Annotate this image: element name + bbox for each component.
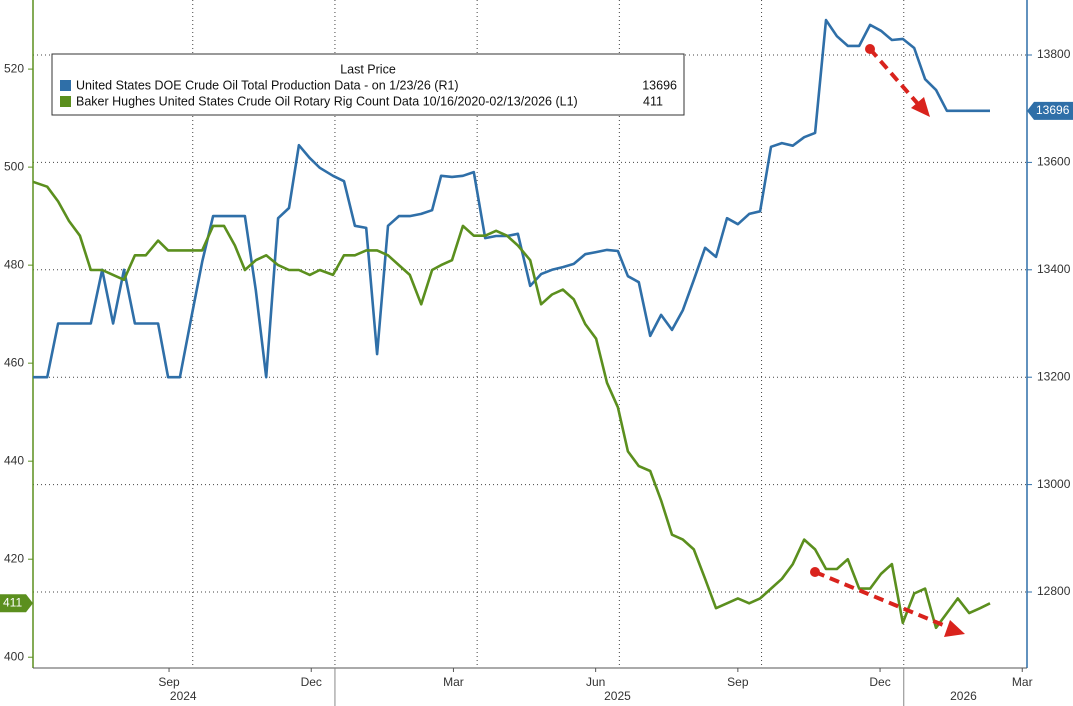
x-tick-label: Sep (158, 675, 180, 689)
last-value-label: 13696 (1036, 103, 1070, 117)
y2-tick-label: 13800 (1037, 47, 1071, 61)
legend-entry: United States DOE Crude Oil Total Produc… (76, 78, 459, 92)
x-year-label: 2024 (170, 689, 197, 703)
last-value-badge (0, 594, 33, 613)
legend-entry: Baker Hughes United States Crude Oil Rot… (76, 94, 578, 108)
legend-value: 13696 (642, 78, 677, 92)
x-year-label: 2026 (950, 689, 977, 703)
x-tick-label: Mar (1012, 675, 1033, 689)
x-tick-label: Dec (301, 675, 322, 689)
y-tick-label: 500 (4, 159, 24, 173)
legend: Last Price United States DOE Crude Oil T… (51, 53, 685, 116)
trend-arrow (810, 567, 965, 637)
y-tick-label: 420 (4, 551, 24, 565)
y-tick-label: 480 (4, 257, 24, 271)
legend-swatch (60, 80, 71, 91)
y2-tick-label: 13200 (1037, 369, 1071, 383)
plot-area: 12800 13000 13200 13400 13600 13800 400 420 440 4… (4, 0, 1071, 706)
series-line (32, 180, 991, 630)
y2-tick-label: 13600 (1037, 155, 1071, 169)
x-tick-label: Jun (586, 675, 605, 689)
x-tick-label: Dec (869, 675, 890, 689)
y2-tick-label: 12800 (1037, 584, 1071, 598)
legend-value: 411 (643, 94, 663, 108)
legend-box (51, 53, 685, 116)
trend-arrow (865, 44, 930, 117)
series-line (33, 18, 990, 379)
y-tick-label: 440 (4, 453, 24, 467)
x-tick-label: Sep (727, 675, 749, 689)
y2-tick-label: 13000 (1037, 477, 1071, 491)
last-value-label: 411 (3, 595, 22, 609)
y-tick-label: 400 (4, 649, 24, 663)
legend-swatch (60, 96, 71, 107)
legend-title: Last Price (340, 62, 396, 76)
x-tick-label: Mar (443, 675, 464, 689)
last-value-badge (1027, 101, 1073, 120)
y2-tick-label: 13400 (1037, 262, 1071, 276)
y-tick-label: 460 (4, 355, 24, 369)
x-year-label: 2025 (604, 689, 631, 703)
y-tick-label: 520 (4, 61, 24, 75)
